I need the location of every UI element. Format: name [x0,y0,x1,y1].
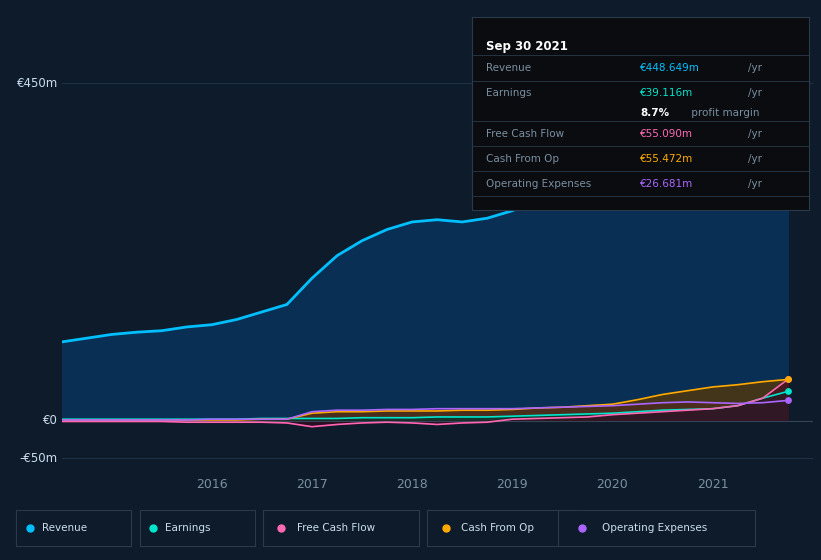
Text: €448.649m: €448.649m [640,63,700,73]
Text: Cash From Op: Cash From Op [461,523,534,533]
Text: Revenue: Revenue [485,63,530,73]
Text: Earnings: Earnings [485,88,531,99]
Text: Earnings: Earnings [165,523,210,533]
Text: -€50m: -€50m [20,452,57,465]
Text: /yr: /yr [748,88,762,99]
Text: €55.090m: €55.090m [640,129,694,139]
Text: Revenue: Revenue [42,523,87,533]
Point [782,375,795,384]
Text: Sep 30 2021: Sep 30 2021 [485,40,567,53]
Text: /yr: /yr [748,154,762,164]
Text: €39.116m: €39.116m [640,88,694,99]
Text: €450m: €450m [16,77,57,90]
Point [782,80,795,89]
Point [782,396,795,405]
Point [782,375,795,384]
Text: Free Cash Flow: Free Cash Flow [485,129,564,139]
Text: €0: €0 [43,414,57,427]
Text: /yr: /yr [748,179,762,189]
Text: Operating Expenses: Operating Expenses [602,523,707,533]
Text: 8.7%: 8.7% [640,108,669,118]
Text: Free Cash Flow: Free Cash Flow [297,523,375,533]
Text: profit margin: profit margin [687,108,759,118]
Point [782,387,795,396]
Text: €55.472m: €55.472m [640,154,694,164]
Text: Cash From Op: Cash From Op [485,154,558,164]
Text: Operating Expenses: Operating Expenses [485,179,591,189]
Text: /yr: /yr [748,63,762,73]
Text: /yr: /yr [748,129,762,139]
Text: €26.681m: €26.681m [640,179,694,189]
